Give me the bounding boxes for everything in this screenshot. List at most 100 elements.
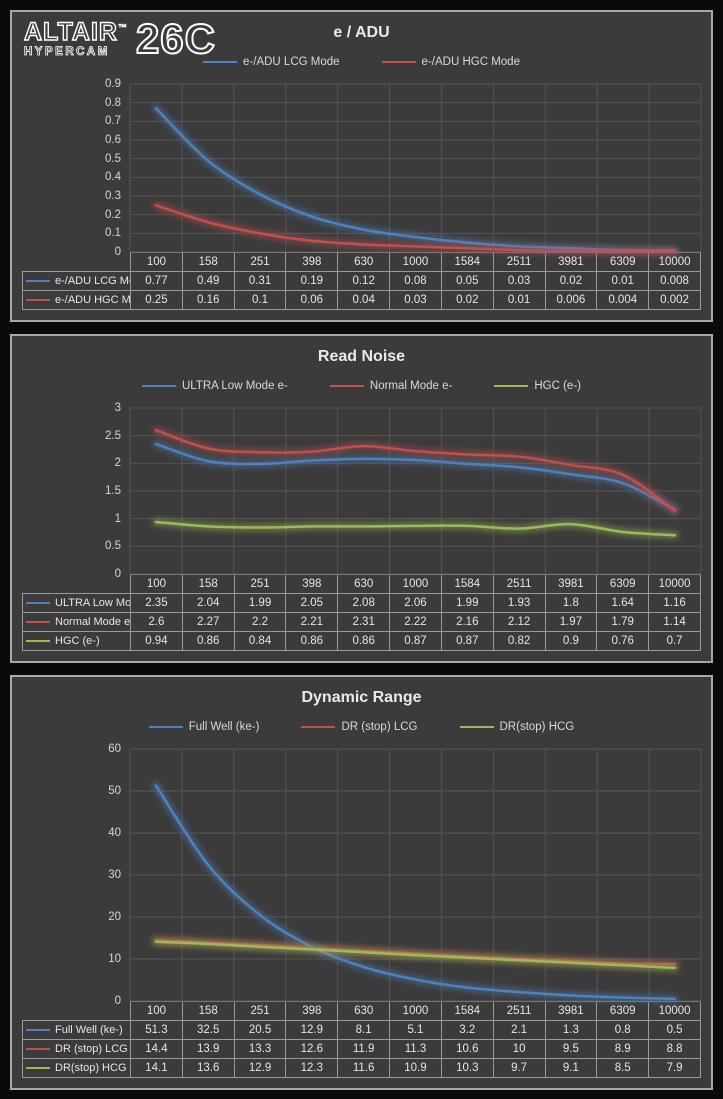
logo-model-text: 26C [135, 15, 217, 63]
logo-sub-brand-text: HYPERCAM [24, 46, 110, 58]
table-value-cell: 0.02 [440, 290, 494, 310]
table-value-cell: 11.6 [337, 1058, 391, 1078]
legend-item: DR (stop) LCG [301, 721, 418, 733]
table-value-cell: 0.19 [285, 271, 339, 291]
series-line [154, 520, 677, 537]
table-value-cell: 0.02 [544, 271, 598, 291]
table-row-label: DR(stop) HCG [22, 1058, 131, 1078]
legend-label: HGC (e-) [534, 380, 581, 392]
table-row: ULTRA Low Mode e-2.352.041.992.052.082.0… [22, 593, 701, 613]
legend-item: Full Well (ke-) [148, 721, 260, 733]
table-x-header-cell: 3981 [544, 574, 598, 594]
plot-area [129, 407, 702, 575]
y-axis-tick-label: 0.5 [105, 540, 121, 553]
y-axis-tick-label: 0.4 [105, 171, 121, 184]
table-row-label: e-/ADU HGC Mode [22, 290, 131, 310]
table-value-cell: 0.006 [544, 290, 598, 310]
y-axis-tick-label: 0.6 [105, 134, 121, 146]
y-axis: 60 50 40 30 20 10 0 [22, 743, 130, 1007]
legend-line-swatch [148, 725, 183, 729]
chart-panel-e-adu: ALTAIR™ HYPERCAM 26C e / ADU e-/ADU LCG … [10, 10, 713, 322]
table-value-cell: 0.04 [337, 290, 391, 310]
table-value-cell: 51.3 [130, 1020, 183, 1040]
table-row-label-text: Full Well (ke-) [55, 1024, 123, 1036]
table-row-label-inner: DR (stop) LCG [26, 1043, 128, 1055]
chart-panel-dynamic-range: Dynamic Range Full Well (ke-) DR (stop) L… [10, 675, 713, 1090]
table-row-label: DR (stop) LCG [22, 1039, 131, 1059]
table-value-cell: 0.25 [130, 290, 183, 310]
series-line [154, 784, 677, 1001]
table-row-line-swatch [26, 279, 50, 283]
table-value-cell: 1.97 [544, 612, 598, 632]
table-x-header-cell: 630 [337, 252, 391, 272]
table-row-label-text: e-/ADU LCG Mode [55, 275, 130, 287]
table-row: HGC (e-) 0.94 0.86 0.84 0.86 0.86 0.87 0.87 0.82… [22, 631, 701, 651]
table-row-label-text: Normal Mode e- [55, 616, 131, 628]
table-row: e-/ADU HGC Mode0.250.160.10.060.040.030.… [22, 290, 701, 310]
table-value-cell: 1.99 [440, 593, 494, 613]
chart-title: e / ADU [333, 24, 390, 41]
table-x-header-cell: 2511 [492, 1001, 546, 1021]
y-axis-tick-label: 1 [114, 512, 121, 525]
table-row-label: e-/ADU LCG Mode [22, 271, 131, 291]
table-value-cell: 0.01 [492, 290, 546, 310]
table-value-cell: 8.9 [596, 1039, 650, 1059]
table-row-label-inner: HGC (e-) [26, 635, 128, 647]
plot-area [129, 748, 702, 1003]
table-value-cell: 13.9 [181, 1039, 235, 1059]
legend-label: e-/ADU HGC Mode [421, 56, 520, 68]
table-x-header-cell: 158 [181, 574, 235, 594]
legend-item: ULTRA Low Mode e- [142, 380, 288, 392]
table-value-cell: 8.5 [596, 1058, 650, 1078]
y-axis-tick-label: 10 [108, 953, 121, 965]
table-value-cell: 1.99 [233, 593, 287, 613]
table-value-cell: 0.86 [285, 631, 339, 651]
table-x-header-cell: 1584 [440, 1001, 494, 1021]
table-value-cell: 20.5 [233, 1020, 287, 1040]
table-value-cell: 2.16 [440, 612, 494, 632]
table-row-label: Normal Mode e- [22, 612, 131, 632]
table-value-cell: 0.9 [544, 631, 598, 651]
legend-label: Full Well (ke-) [188, 721, 260, 733]
table-value-cell: 0.82 [492, 631, 546, 651]
table-x-header-cell: 630 [337, 1001, 391, 1021]
legend-item: DR(stop) HCG [459, 721, 575, 733]
table-value-cell: 0.7 [648, 631, 701, 651]
legend-line-swatch [329, 384, 364, 388]
y-axis-tick-label: 0.3 [105, 190, 121, 202]
table-value-cell: 3.2 [440, 1020, 494, 1040]
table-x-header-cell: 1584 [440, 252, 494, 272]
legend-line-swatch [494, 384, 529, 388]
table-row-label-inner: e-/ADU LCG Mode [26, 275, 130, 287]
table-value-cell: 14.4 [130, 1039, 183, 1059]
table-value-cell: 0.86 [181, 631, 235, 651]
table-row-label-text: DR(stop) HCG [55, 1062, 127, 1074]
table-header-row: 100 158 251 398 630 1000 1584 2511 3981 6309 10000 [23, 1001, 701, 1021]
logo-brand-word: ALTAIR [23, 18, 118, 46]
table-row: Full Well (ke-) 51.3 32.5 20.5 12.9 8.1 5.1 3.2… [22, 1020, 701, 1040]
altair-hypercam-logo: ALTAIR™ HYPERCAM 26C [23, 15, 217, 63]
table-value-cell: 11.9 [337, 1039, 391, 1059]
table-value-cell: 2.04 [181, 593, 235, 613]
table-x-header-cell: 630 [337, 574, 391, 594]
table-x-header-cell: 251 [233, 1001, 287, 1021]
table-x-header-cell: 3981 [544, 252, 598, 272]
legend-line-swatch [459, 725, 494, 729]
table-value-cell: 32.5 [181, 1020, 235, 1040]
legend-label: Normal Mode e- [369, 380, 453, 392]
y-axis-tick-label: 40 [108, 827, 121, 839]
table-value-cell: 1.93 [492, 593, 546, 613]
legend-label: DR(stop) HCG [499, 721, 575, 733]
table-value-cell: 9.7 [492, 1058, 546, 1078]
legend: Full Well (ke-) DR (stop) LCG DR(stop) HCG [22, 719, 701, 735]
table-value-cell: 0.87 [389, 631, 442, 651]
table-x-header-cell: 3981 [544, 1001, 598, 1021]
y-axis-tick-label: 0 [114, 568, 121, 580]
table-x-header-cell: 2511 [492, 252, 546, 272]
table-x-header-cell: 6309 [596, 1001, 650, 1021]
y-axis-tick-label: 20 [108, 911, 121, 923]
y-axis-tick-label: 30 [108, 869, 121, 881]
table-value-cell: 12.3 [285, 1058, 339, 1078]
table-value-cell: 13.6 [181, 1058, 235, 1078]
y-axis: 0.9 0.8 0.7 0.6 0.5 0.4 0.3 0.2 0.1 0 [22, 78, 130, 258]
